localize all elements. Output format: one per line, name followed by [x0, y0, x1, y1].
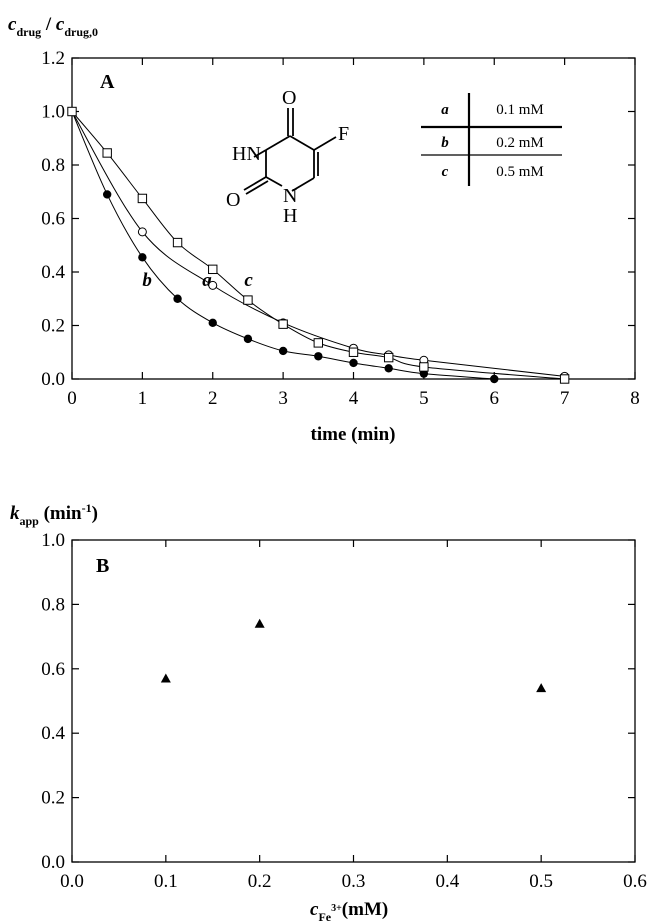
data-point-c	[559, 374, 570, 384]
y-tick-label: 1.0	[41, 530, 65, 551]
series-line-b	[71, 111, 495, 380]
x-tick-label: 0.2	[248, 871, 272, 892]
data-point-c	[383, 352, 394, 363]
x-tick-label: 0	[67, 388, 77, 409]
y-tick-label: 0.4	[41, 262, 65, 283]
data-point-c	[67, 106, 77, 117]
x-tick-label: 0.1	[154, 871, 178, 892]
y-tick-label: 0.2	[41, 788, 65, 809]
series-label-c: c	[244, 270, 253, 291]
data-point-b	[243, 334, 253, 344]
data-point-k	[160, 673, 171, 683]
panel-b-ticks: 0.0 0.1 0.2 0.3 0.4 0.5 0.6 0.0 0.2 0.4 0.6 0.8 1.0	[41, 530, 647, 892]
y-tick-label: 0.0	[41, 369, 65, 390]
data-point-b	[138, 253, 147, 262]
panel-b-xlabel: cFe3+(mM)	[310, 899, 388, 921]
x-tick-label: 6	[490, 388, 500, 409]
x-tick-label: 5	[419, 388, 429, 409]
panel-b: kapp (min-1) 0.0 0.1 0.2 0.3 0.4 0.5 0.6 0.0 0.2…	[10, 501, 647, 921]
legend-value-c: 0.5 mM	[496, 164, 544, 180]
panel-b-frame	[71, 539, 636, 863]
data-point-b	[384, 364, 393, 373]
data-point-c	[313, 338, 324, 348]
legend-value-b: 0.2 mM	[496, 135, 544, 151]
x-tick-label: 4	[349, 388, 359, 409]
x-tick-label: 2	[208, 388, 218, 409]
fluorouracil-labels: O F HN O N H	[226, 87, 349, 227]
y-tick-label: 0.6	[41, 659, 65, 680]
fluorouracil-structure	[243, 108, 337, 195]
panel-b-ylabel: kapp (min-1)	[10, 501, 98, 528]
data-point-a	[137, 227, 147, 237]
x-tick-label: 0.6	[623, 871, 647, 892]
data-point-c	[208, 264, 218, 275]
x-tick-label: 0.3	[342, 871, 366, 892]
data-point-c	[278, 319, 288, 329]
data-point-c	[102, 148, 112, 158]
data-point-c	[419, 362, 429, 372]
data-point-b	[208, 318, 217, 328]
data-point-a	[208, 280, 218, 290]
series-label-a: a	[202, 270, 212, 291]
x-tick-label: 0.5	[529, 871, 553, 892]
x-tick-label: 0.0	[60, 871, 84, 892]
panel-a-frame	[71, 57, 636, 380]
panel-a-ylabel: cdrug / cdrug,0	[8, 14, 98, 39]
y-tick-label: 0.8	[41, 155, 65, 176]
x-tick-label: 0.4	[435, 871, 459, 892]
series-line-a	[71, 111, 565, 377]
data-point-c	[172, 237, 183, 248]
data-point-b	[349, 358, 358, 368]
series-label-b: b	[142, 270, 152, 291]
svg-text:N: N	[283, 185, 297, 207]
x-tick-label: 8	[630, 388, 640, 409]
y-tick-label: 1.2	[41, 48, 65, 69]
svg-text:H: H	[283, 205, 297, 227]
data-point-b	[102, 190, 112, 199]
data-point-k	[536, 683, 547, 693]
svg-text:HN: HN	[232, 143, 261, 165]
y-tick-label: 0.8	[41, 594, 65, 615]
svg-text:O: O	[226, 189, 240, 211]
legend-key-a: a	[441, 102, 449, 118]
panel-a-ticks: 0 1 2 3 4 5 6 7 8 0.0 0.2 0.4 0.6 0.8 1.0 1.2	[41, 48, 640, 409]
svg-text:O: O	[282, 87, 296, 109]
data-point-b	[173, 294, 182, 303]
y-tick-label: 0.0	[41, 852, 65, 873]
panel-a: cdrug / cdrug,0 0 1 2 3 4 5 6 7 8 0.0 0.2 0.4 0.6 0.8…	[8, 14, 640, 445]
panel-a-points	[67, 106, 570, 384]
data-point-c	[137, 193, 148, 204]
y-tick-label: 1.0	[41, 102, 65, 123]
data-point-b	[490, 374, 499, 384]
x-tick-label: 7	[560, 388, 570, 409]
svg-text:F: F	[338, 123, 349, 145]
x-tick-label: 3	[278, 388, 288, 409]
data-point-k	[254, 618, 265, 628]
legend-value-a: 0.1 mM	[496, 102, 544, 118]
panel-a-xlabel: time (min)	[311, 424, 396, 445]
data-point-c	[348, 347, 359, 357]
legend-table: a 0.1 mM b 0.2 mM c 0.5 mM	[421, 93, 562, 186]
data-point-c	[243, 295, 253, 305]
y-tick-label: 0.6	[41, 209, 65, 230]
panel-b-label: B	[96, 555, 109, 577]
data-point-b	[278, 346, 288, 356]
legend-key-c: c	[442, 164, 449, 180]
y-tick-label: 0.4	[41, 723, 65, 744]
data-point-b	[314, 352, 323, 361]
x-tick-label: 1	[138, 388, 148, 409]
y-tick-label: 0.2	[41, 316, 65, 337]
legend-key-b: b	[441, 135, 449, 151]
panel-a-label: A	[100, 71, 115, 93]
panel-b-points	[160, 618, 547, 693]
